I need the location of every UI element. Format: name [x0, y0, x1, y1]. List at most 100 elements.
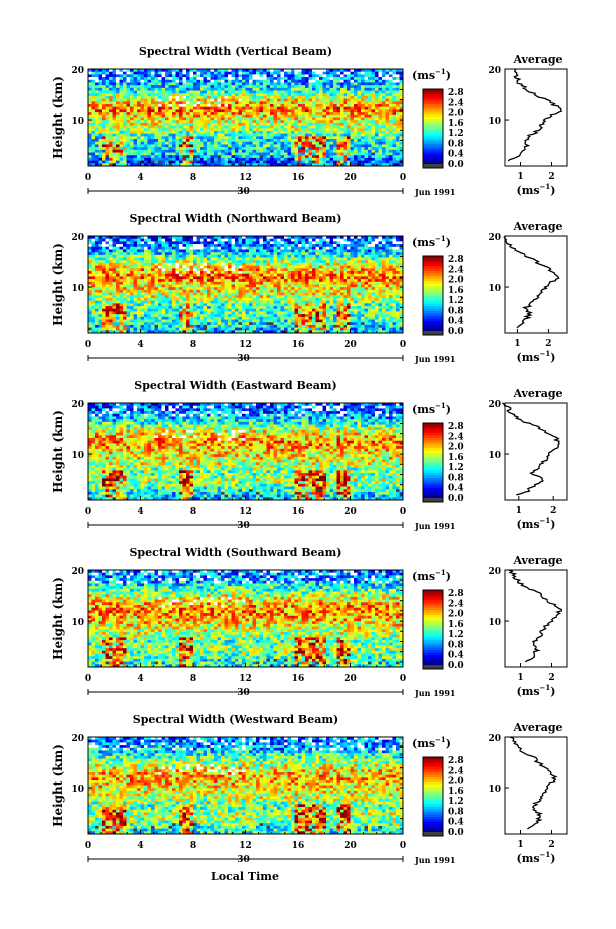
heatmap-cell — [301, 265, 306, 269]
date-label: Jun 1991 — [414, 187, 455, 197]
heatmap-cell — [228, 268, 232, 272]
heatmap-cell — [200, 122, 204, 126]
heatmap-cell — [175, 130, 180, 135]
x-tick-label: 0 — [400, 173, 406, 183]
heatmap-cell — [224, 141, 229, 145]
heatmap-cell — [308, 85, 313, 89]
heatmap-cell — [175, 265, 180, 269]
heatmap-cell — [151, 157, 155, 162]
heatmap-cell — [361, 79, 365, 83]
heatmap-cell — [284, 117, 288, 121]
heatmap-cell — [224, 152, 229, 156]
heatmap-cell — [266, 260, 271, 264]
heatmap-cell — [263, 281, 267, 285]
heatmap-cell — [186, 144, 190, 148]
heatmap-cell — [266, 257, 271, 261]
heatmap-cell — [294, 149, 299, 153]
heatmap-cell — [308, 160, 313, 164]
heatmap-cell — [357, 112, 362, 116]
heatmap-cell — [242, 163, 246, 167]
heatmap-cell — [291, 139, 295, 143]
heatmap-cell — [252, 238, 257, 242]
heatmap-cell — [165, 141, 169, 145]
heatmap-cell — [347, 98, 351, 102]
heatmap-cell — [144, 85, 148, 89]
heatmap-cell — [382, 93, 386, 97]
heatmap-cell — [361, 257, 365, 261]
heatmap-cell — [130, 112, 134, 116]
heatmap-cell — [371, 139, 376, 143]
heatmap-cell — [193, 244, 197, 248]
heatmap-cell — [158, 244, 162, 248]
heatmap-cell — [312, 98, 316, 102]
heatmap-cell — [133, 157, 138, 162]
heatmap-cell — [392, 241, 397, 245]
heatmap-cell — [182, 149, 187, 153]
heatmap-cell — [119, 281, 124, 285]
heatmap-cell — [140, 136, 145, 140]
heatmap-cell — [151, 149, 155, 153]
heatmap-cell — [119, 85, 124, 89]
heatmap-cell — [161, 95, 166, 100]
heatmap-cell — [256, 147, 260, 151]
heatmap-cell — [196, 241, 201, 245]
heatmap-cell — [361, 117, 365, 121]
x-tick-label: 8 — [190, 173, 196, 183]
heatmap-cell — [308, 98, 313, 102]
heatmap-cell — [354, 141, 358, 145]
heatmap-cell — [119, 122, 124, 126]
heatmap-cell — [287, 262, 292, 267]
heatmap-cell — [140, 114, 145, 118]
heatmap-cell — [291, 136, 295, 140]
heatmap-cell — [137, 136, 141, 140]
heatmap-cell — [266, 130, 271, 135]
heatmap-cell — [298, 141, 302, 145]
heatmap-cell — [284, 268, 288, 272]
heatmap-cell — [354, 71, 358, 75]
heatmap-cell — [273, 268, 278, 272]
heatmap-cell — [224, 77, 229, 81]
heatmap-cell — [193, 155, 197, 159]
x-tick-label: 20 — [344, 173, 357, 183]
heatmap-cell — [88, 254, 92, 258]
heatmap-cell — [217, 93, 222, 97]
heatmap-cell — [235, 69, 239, 73]
heatmap-cell — [263, 74, 267, 78]
heatmap-cell — [196, 85, 201, 89]
heatmap-cell — [368, 246, 372, 250]
heatmap-cell — [172, 106, 176, 110]
heatmap-cell — [305, 260, 309, 264]
heatmap-cell — [207, 147, 211, 151]
heatmap-cell — [312, 260, 316, 264]
heatmap-cell — [238, 133, 243, 137]
heatmap-cell — [154, 87, 159, 91]
heatmap-cell — [347, 109, 351, 113]
heatmap-cell — [266, 117, 271, 121]
heatmap-cell — [270, 136, 274, 140]
heatmap-cell — [88, 85, 92, 89]
heatmap-cell — [385, 244, 390, 248]
heatmap-cell — [196, 101, 201, 105]
heatmap-cell — [301, 144, 306, 148]
heatmap-cell — [312, 87, 316, 91]
heatmap-cell — [396, 271, 400, 275]
heatmap-cell — [350, 281, 355, 285]
heatmap-cell — [284, 136, 288, 140]
heatmap-cell — [189, 279, 194, 283]
heatmap-cell — [284, 93, 288, 97]
heatmap-cell — [336, 87, 341, 91]
heatmap-cell — [91, 160, 96, 164]
heatmap-cell — [102, 260, 106, 264]
heatmap-cell — [343, 141, 348, 145]
heatmap-cell — [347, 106, 351, 110]
heatmap-cell — [312, 114, 316, 118]
heatmap-cell — [109, 85, 113, 89]
heatmap-cell — [147, 112, 152, 116]
heatmap-cell — [144, 69, 148, 73]
heatmap-cell — [172, 82, 176, 86]
heatmap-cell — [333, 155, 337, 159]
heatmap-cell — [224, 87, 229, 91]
heatmap-cell — [382, 244, 386, 248]
heatmap-cell — [277, 136, 281, 140]
heatmap-cell — [378, 120, 383, 124]
